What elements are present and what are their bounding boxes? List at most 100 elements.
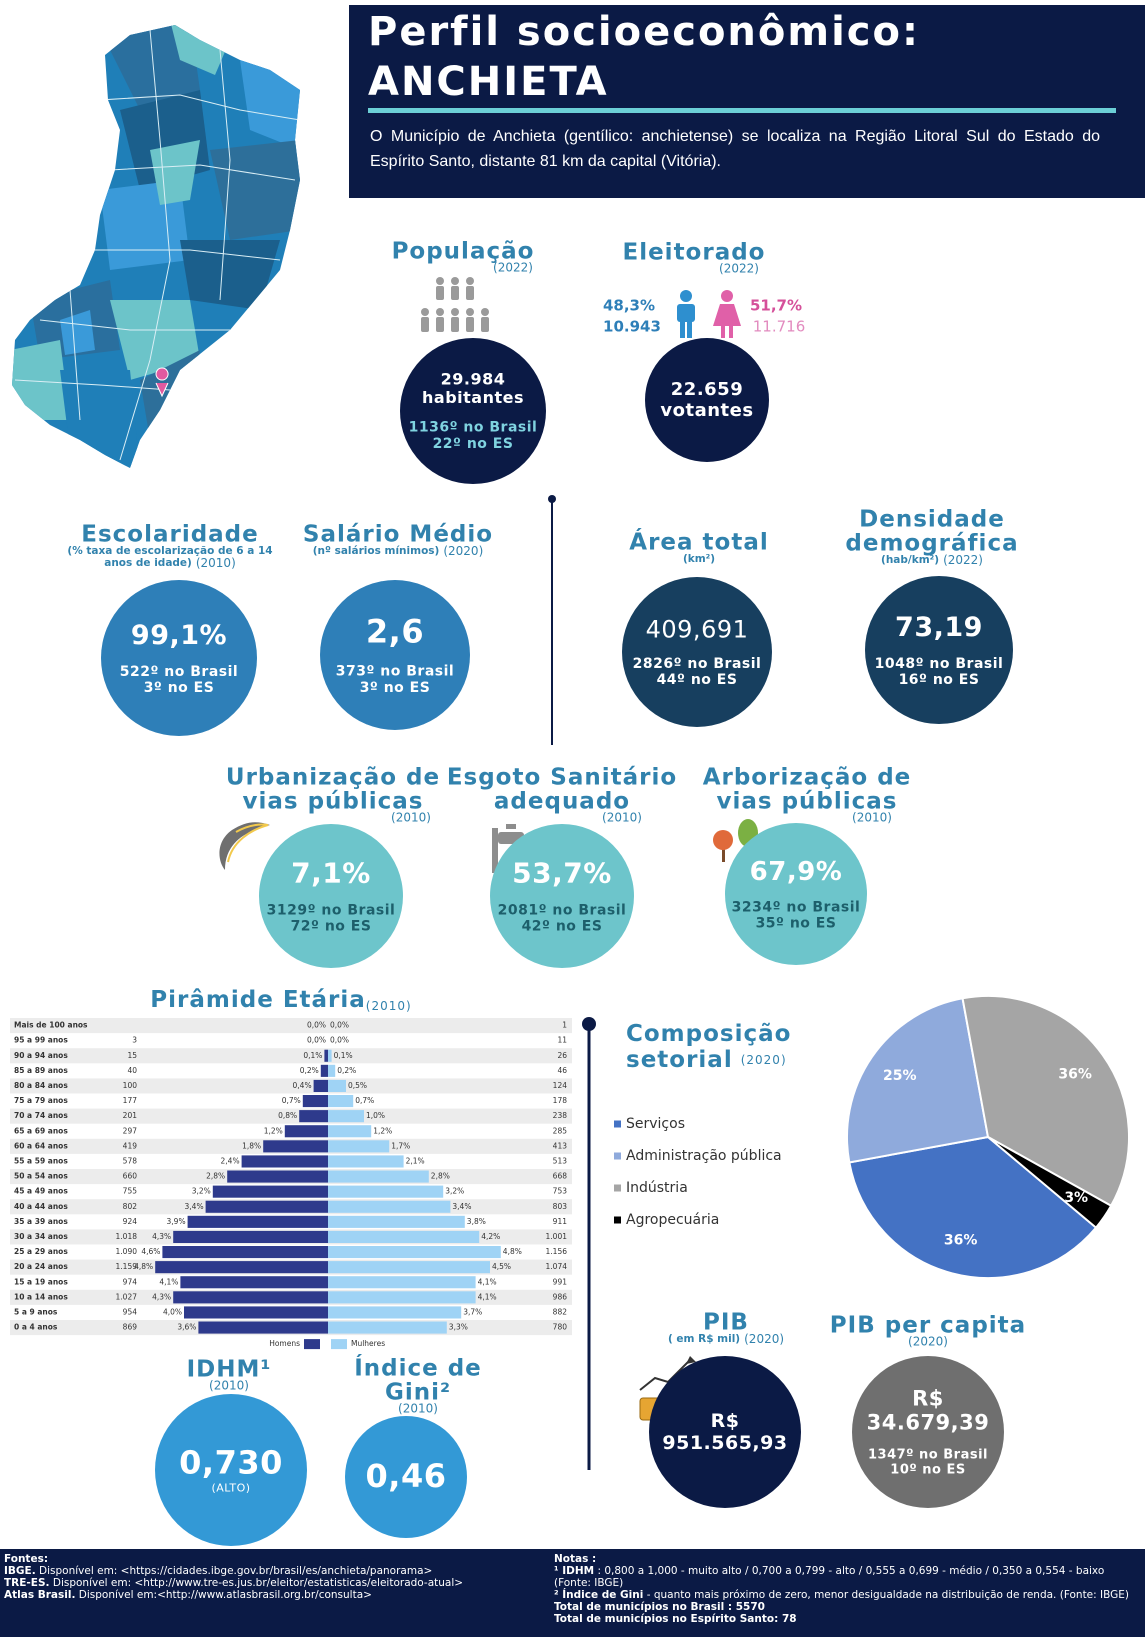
indicator-unit: (ALTO) (211, 1482, 250, 1495)
indicator-rank: 3129º no Brasil (267, 902, 396, 918)
indicator-title: Densidade (859, 507, 1005, 533)
legend-label: Agropecuária (626, 1212, 719, 1228)
pyramid-label-women: 1,7% (391, 1141, 410, 1150)
pyramid-year: (2010) (366, 999, 412, 1013)
pyramid-bar-women (328, 1064, 336, 1077)
pyramid-label-men: 3,9% (167, 1217, 186, 1226)
pyramid-age-label: 40 a 44 anos (14, 1202, 68, 1211)
pyramid-label-women: 3,7% (463, 1307, 482, 1316)
note-item: ¹ IDHM : 0,800 a 1,000 - muito alto / 0,… (554, 1565, 1140, 1589)
pyramid-label-women: 1,2% (373, 1126, 392, 1135)
pyramid-label-men: 0,0% (307, 1036, 326, 1045)
indicator-year: (2010) (391, 811, 431, 825)
pyramid-count-women: 124 (553, 1081, 568, 1090)
indicator-value: 409,691 (646, 616, 749, 644)
pyramid-row-band (10, 1048, 572, 1064)
indicator-note: (km²) (683, 553, 715, 565)
pyramid-bar-women (328, 1246, 501, 1259)
indicator-title: IDHM¹ (187, 1357, 272, 1383)
divider-dot (582, 1017, 596, 1031)
indicator-value: 7,1% (291, 857, 371, 890)
pyramid-count-women: 513 (553, 1156, 568, 1165)
indicator-title: Área total (629, 528, 768, 556)
pyramid-age-label: 15 a 19 anos (14, 1277, 68, 1286)
pie-slice (987, 1136, 1113, 1230)
electorate-women-percent: 51,7% (750, 297, 802, 315)
pyramid-count-men: 578 (123, 1156, 138, 1165)
indicator-note-text: (km²) (683, 553, 715, 565)
indicator-circle (400, 338, 546, 484)
indicator-year: (2020) (908, 1335, 948, 1349)
pyramid-bar-women (328, 1079, 346, 1092)
pyramid-count-women: 668 (553, 1172, 568, 1181)
indicator-title: Salário Médio (303, 522, 493, 548)
indicator-title: Escolaridade (81, 522, 259, 548)
sector-title: Composição (626, 1021, 791, 1047)
pyramid-count-women: 882 (553, 1307, 568, 1316)
indicator-year: (2020) (443, 544, 483, 558)
pyramid-count-women: 911 (553, 1217, 568, 1226)
notes-title: Notas : (554, 1553, 597, 1565)
pyramid-count-women: 780 (553, 1323, 568, 1332)
pyramid-bar-men (284, 1125, 328, 1138)
indicator-rank: 72º no ES (291, 919, 372, 935)
pyramid-row-band (10, 1018, 572, 1034)
source-text: Disponível em: <http://www.tre-es.jus.br… (52, 1577, 464, 1589)
legend-swatch (614, 1120, 621, 1128)
source-text: Disponível em: <https://cidades.ibge.gov… (39, 1565, 433, 1577)
indicator-year: (2022) (943, 553, 983, 567)
indicator-note: (nº salários mínimos) (2020) (313, 544, 484, 558)
sector-title: setorial (2020) (626, 1047, 787, 1073)
legend-label: Administração pública (626, 1148, 782, 1164)
indicator-rank: 3º no ES (360, 680, 431, 696)
sector-title-text: Composição (626, 1021, 791, 1047)
indicator-note-text: anos de idade) (104, 557, 192, 569)
legend-swatch (614, 1152, 621, 1160)
pyramid-label-men: 4,3% (152, 1232, 171, 1241)
sector-title-text: setorial (626, 1047, 733, 1073)
electorate-women-count: 11.716 (753, 318, 806, 336)
indicator-unit: votantes (660, 400, 753, 421)
indicator-rank: 16º no ES (899, 672, 980, 688)
pyramid-count-women: 413 (553, 1141, 568, 1150)
indicator-value: 29.984 (441, 370, 506, 389)
pyramid-count-men: 1.159 (116, 1262, 138, 1271)
legend-swatch (614, 1216, 621, 1224)
note-item: ² Índice de Gini - quanto mais próximo d… (554, 1589, 1140, 1601)
pyramid-count-men: 1.090 (116, 1247, 138, 1256)
indicator-rank: 44º no ES (657, 672, 738, 688)
pyramid-title: Pirâmide Etária(2010) (150, 987, 411, 1013)
pyramid-label-women: 4,1% (478, 1292, 497, 1301)
legend-swatch (614, 1184, 621, 1192)
legend-label: Homens (269, 1339, 300, 1348)
pyramid-count-men: 15 (127, 1051, 137, 1060)
pyramid-label-men: 4,1% (159, 1277, 178, 1286)
indicator-title: Urbanização de (226, 765, 440, 791)
indicator-title: Gini² (385, 1380, 451, 1406)
pyramid-bar-men (263, 1140, 328, 1153)
pyramid-bar-women (328, 1291, 476, 1304)
pyramid-bar-women (328, 1321, 447, 1334)
note-text: : 0,800 a 1,000 - muito alto / 0,700 a 0… (554, 1565, 1105, 1589)
pyramid-label-men: 2,4% (221, 1156, 240, 1165)
pyramid-title-text: Pirâmide Etária (150, 987, 366, 1013)
indicator-title: PIB (703, 1310, 749, 1336)
indicator-value: 0,46 (366, 1457, 447, 1495)
pyramid-age-label: 80 a 84 anos (14, 1081, 68, 1090)
electorate-men-percent: 48,3% (603, 297, 655, 315)
note-total-text: Total de municípios no Espírito Santo: 7… (554, 1613, 797, 1625)
pyramid-age-label: 60 a 64 anos (14, 1141, 68, 1150)
pyramid-age-label: Mais de 100 anos (14, 1021, 88, 1030)
pyramid-bar-men (324, 1049, 328, 1062)
pyramid-count-women: 285 (553, 1126, 568, 1135)
pyramid-bar-men (187, 1215, 328, 1228)
pyramid-bar-men (155, 1261, 328, 1274)
pyramid-bar-women (328, 1230, 480, 1243)
pyramid-bar-men (313, 1079, 328, 1092)
pyramid-count-men: 177 (123, 1096, 138, 1105)
pyramid-count-men: 954 (123, 1307, 138, 1316)
pyramid-count-women: 1.001 (546, 1232, 568, 1241)
pie-label: 25% (883, 1068, 917, 1084)
indicator-circle (490, 824, 634, 968)
indicator-value: R$ (711, 1410, 740, 1432)
